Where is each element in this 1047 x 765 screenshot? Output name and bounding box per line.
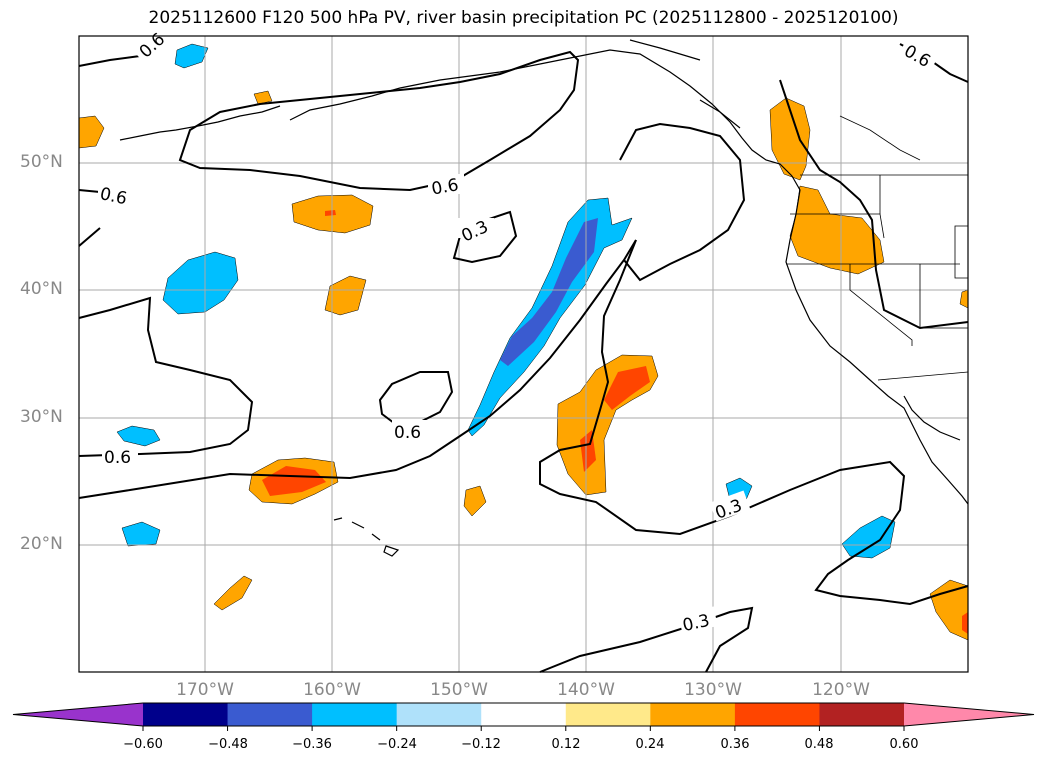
fill-cyan xyxy=(162,251,239,315)
contour-label: 0.6 xyxy=(104,448,131,468)
colorbar-swatch xyxy=(734,703,820,726)
contour-label: 0.6 xyxy=(430,175,460,199)
precip-anomaly-fills xyxy=(78,43,969,641)
colorbar-swatch xyxy=(565,703,651,726)
fill-orange xyxy=(78,115,105,149)
fill-cyan xyxy=(841,515,896,559)
fill-cyan xyxy=(121,521,161,547)
lat-label: 20°N xyxy=(20,534,63,554)
fill-orange xyxy=(959,289,969,309)
fill-red xyxy=(604,366,650,410)
colorbar-extend-high xyxy=(904,703,1034,726)
lon-label: 160°W xyxy=(303,680,361,700)
fill-red xyxy=(962,612,968,634)
fill-cyan xyxy=(116,425,161,447)
lon-label: 170°W xyxy=(176,680,234,700)
coastlines xyxy=(119,39,969,557)
colorbar-tick-label: −0.24 xyxy=(377,737,417,752)
colorbar-swatch xyxy=(312,703,398,726)
colorbar-swatch xyxy=(143,703,229,726)
colorbar-swatch xyxy=(227,703,313,726)
colorbar-swatch xyxy=(650,703,736,726)
colorbar-swatch xyxy=(819,703,905,726)
map-frame xyxy=(78,35,969,673)
lon-label: 150°W xyxy=(430,680,488,700)
state-borders xyxy=(786,115,969,381)
lat-label: 30°N xyxy=(20,407,63,427)
lon-label: 120°W xyxy=(812,680,870,700)
colorbar-swatch xyxy=(396,703,482,726)
fill-blue xyxy=(500,218,598,366)
colorbar-tick-label: −0.60 xyxy=(123,737,163,752)
fill-red xyxy=(262,466,326,496)
fill-orange xyxy=(789,185,885,275)
colorbar xyxy=(12,702,1035,731)
lon-label: 130°W xyxy=(684,680,742,700)
fill-cyan xyxy=(174,43,209,69)
colorbar-tick-label: 0.48 xyxy=(804,737,834,752)
contour-label: 0.6 xyxy=(98,184,129,209)
lon-label: 140°W xyxy=(557,680,615,700)
colorbar-tick-label: 0.24 xyxy=(635,737,665,752)
colorbar-swatch xyxy=(481,703,567,726)
colorbar-tick-label: −0.12 xyxy=(461,737,501,752)
fill-orange xyxy=(213,575,253,611)
fill-orange xyxy=(769,97,811,181)
lat-label: 40°N xyxy=(20,279,63,299)
fill-orange xyxy=(463,485,487,517)
lat-label: 50°N xyxy=(20,152,63,172)
contour-label: 0.3 xyxy=(681,611,712,636)
map-title: 2025112600 F120 500 hPa PV, river basin … xyxy=(148,8,899,28)
colorbar-tick-label: 0.12 xyxy=(551,737,581,752)
contour-label: 0.6 xyxy=(394,423,421,443)
fill-red xyxy=(325,210,336,216)
colorbar-tick-label: 0.36 xyxy=(720,737,750,752)
fill-orange xyxy=(929,579,969,641)
colorbar-extend-low xyxy=(13,703,143,726)
fill-orange xyxy=(324,275,367,316)
fill-orange xyxy=(253,90,273,105)
colorbar-tick-label: −0.48 xyxy=(208,737,248,752)
colorbar-tick-label: 0.60 xyxy=(889,737,919,752)
colorbar-tick-label: −0.36 xyxy=(292,737,332,752)
